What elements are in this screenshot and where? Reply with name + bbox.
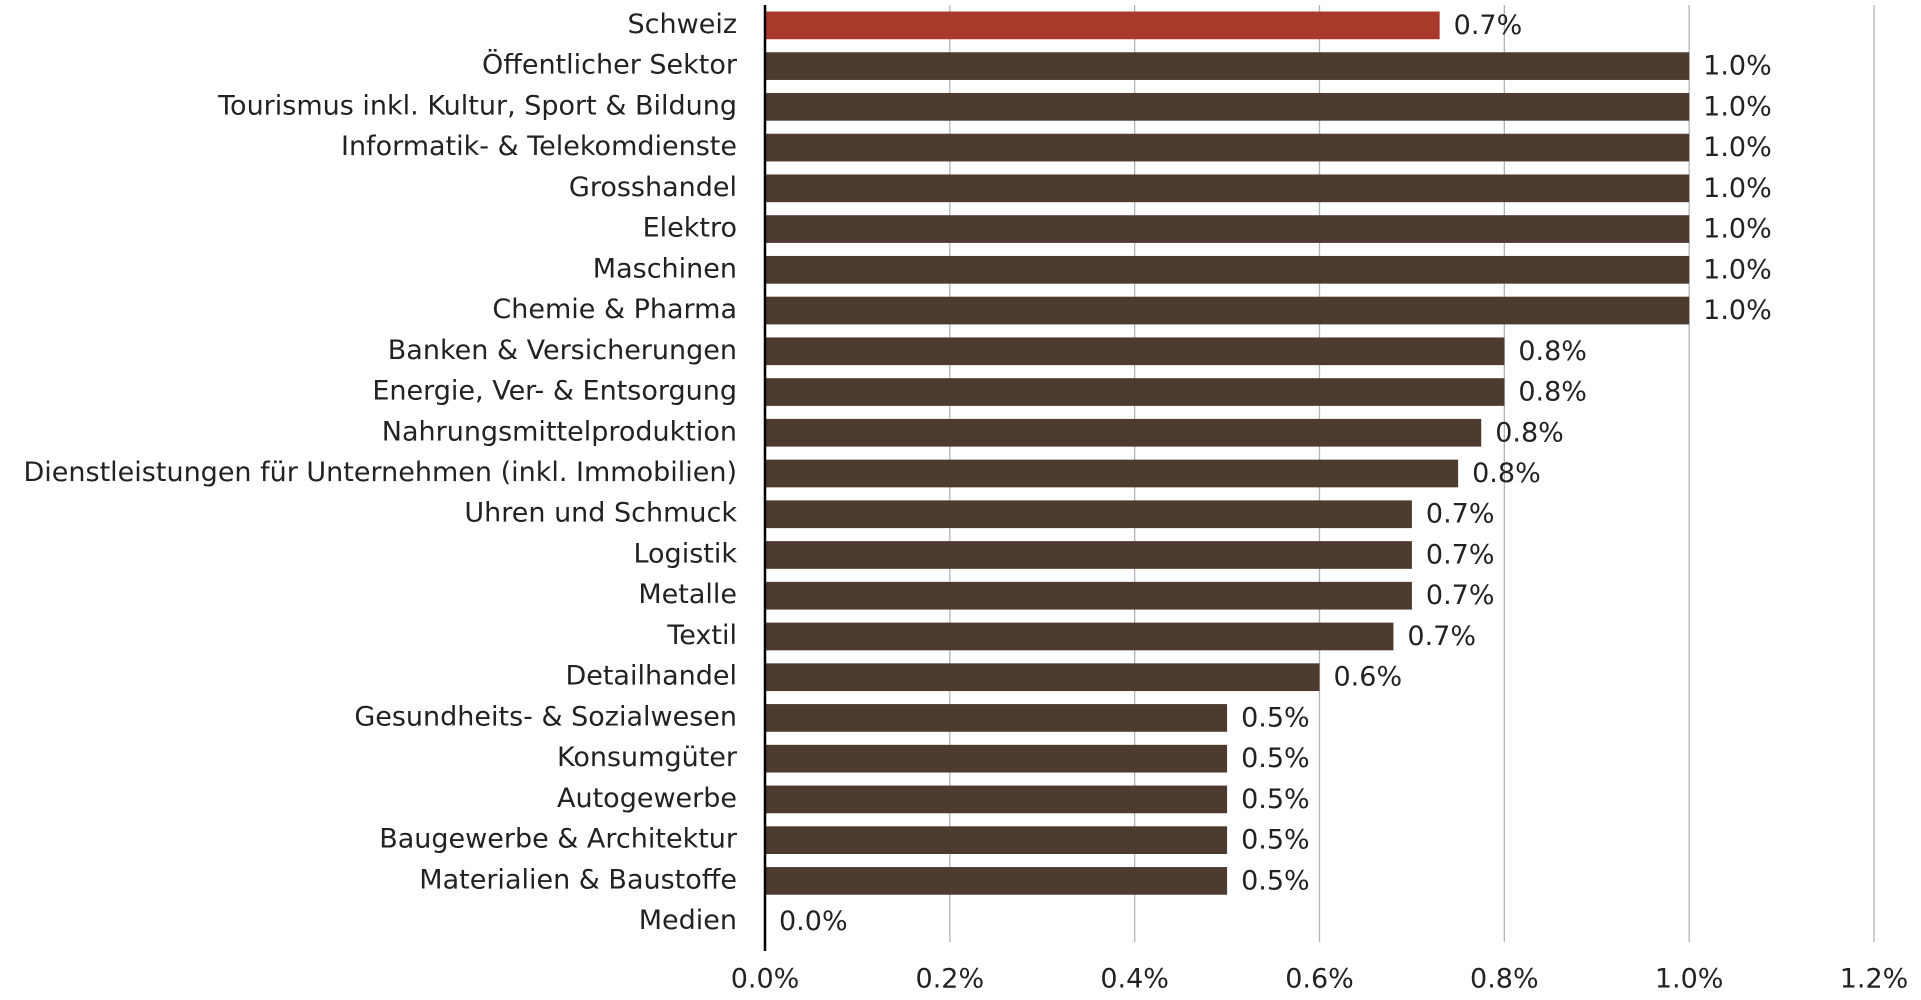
bar xyxy=(765,296,1690,325)
y-tick-label: Öffentlicher Sektor xyxy=(482,49,738,81)
y-tick-label: Baugewerbe & Architektur xyxy=(379,824,738,855)
value-label: 1.0% xyxy=(1703,51,1772,82)
value-label: 0.8% xyxy=(1518,336,1587,367)
bar xyxy=(765,255,1690,284)
bar xyxy=(765,174,1690,203)
bar xyxy=(765,52,1690,80)
y-tick-label: Nahrungsmittelproduktion xyxy=(382,416,737,447)
y-tick-label: Maschinen xyxy=(593,253,737,284)
x-tick-label: 1.2% xyxy=(1840,964,1909,995)
bar xyxy=(765,704,1228,732)
bar xyxy=(765,622,1394,651)
y-tick-label: Energie, Ver- & Entsorgung xyxy=(372,376,737,407)
value-label: 0.6% xyxy=(1334,662,1403,693)
x-tick-label: 0.8% xyxy=(1470,964,1539,995)
bar xyxy=(765,337,1505,366)
y-tick-label: Schweiz xyxy=(628,9,737,40)
bar xyxy=(765,867,1228,895)
value-label: 0.5% xyxy=(1241,743,1310,774)
y-tick-label: Tourismus inkl. Kultur, Sport & Bildung xyxy=(217,90,737,121)
bar xyxy=(765,418,1482,447)
bar xyxy=(765,92,1690,121)
y-tick-label: Elektro xyxy=(643,213,737,244)
y-tick-label: Banken & Versicherungen xyxy=(388,335,737,366)
value-label: 1.0% xyxy=(1703,254,1772,285)
x-tick-label: 0.6% xyxy=(1285,964,1354,995)
y-tick-label: Autogewerbe xyxy=(557,783,737,814)
bar xyxy=(765,459,1459,488)
y-tick-label: Medien xyxy=(639,905,737,936)
x-tick-label: 0.0% xyxy=(731,964,800,995)
value-label: 1.0% xyxy=(1703,214,1772,245)
bar xyxy=(765,11,1440,40)
bar xyxy=(765,500,1412,529)
y-tick-label: Materialien & Baustoffe xyxy=(419,864,737,895)
bar xyxy=(765,826,1228,855)
value-label: 0.8% xyxy=(1495,417,1564,448)
y-tick-label: Logistik xyxy=(633,538,737,569)
value-label: 0.8% xyxy=(1472,458,1541,489)
value-label: 0.5% xyxy=(1241,702,1310,733)
y-tick-label: Gesundheits- & Sozialwesen xyxy=(354,701,737,732)
value-label: 0.7% xyxy=(1426,499,1495,530)
y-tick-label: Detailhandel xyxy=(565,661,737,692)
value-label: 0.7% xyxy=(1426,580,1495,611)
value-label: 1.0% xyxy=(1703,173,1772,204)
x-tick-label: 0.4% xyxy=(1100,964,1169,995)
bar xyxy=(765,785,1228,814)
y-tick-label: Konsumgüter xyxy=(557,742,738,773)
bar xyxy=(765,215,1690,243)
value-label: 1.0% xyxy=(1703,91,1772,122)
value-label: 0.5% xyxy=(1241,865,1310,896)
y-tick-label: Informatik- & Telekomdienste xyxy=(341,131,737,162)
value-label: 0.0% xyxy=(779,906,848,937)
y-tick-label: Dienstleistungen für Unternehmen (inkl. … xyxy=(24,457,737,488)
x-tick-label: 0.2% xyxy=(916,964,985,995)
value-label: 1.0% xyxy=(1703,295,1772,326)
value-label: 0.5% xyxy=(1241,784,1310,815)
bar xyxy=(765,663,1320,692)
value-label: 0.7% xyxy=(1454,10,1523,41)
value-label: 0.7% xyxy=(1407,621,1476,652)
y-tick-label: Textil xyxy=(666,620,737,651)
y-tick-label: Uhren und Schmuck xyxy=(464,498,737,529)
x-tick-label: 1.0% xyxy=(1655,964,1724,995)
value-label: 1.0% xyxy=(1703,132,1772,163)
value-label: 0.5% xyxy=(1241,825,1310,856)
y-tick-label: Chemie & Pharma xyxy=(492,294,737,325)
value-label: 0.7% xyxy=(1426,539,1495,570)
bar xyxy=(765,133,1690,162)
bar xyxy=(765,744,1228,773)
bar xyxy=(765,581,1412,610)
bar xyxy=(765,541,1412,569)
bar xyxy=(765,378,1505,406)
value-label: 0.8% xyxy=(1518,377,1587,408)
y-tick-label: Metalle xyxy=(638,579,737,610)
y-tick-label: Grosshandel xyxy=(569,172,737,203)
